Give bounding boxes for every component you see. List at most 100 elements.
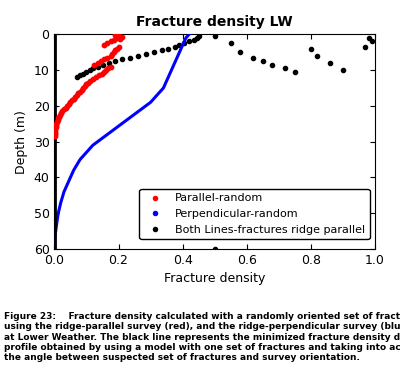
- Both Lines-fractures ridge parallel: [366, 35, 372, 41]
- Perpendicular-random: [129, 114, 134, 119]
- Both Lines-fractures ridge parallel: [194, 35, 200, 41]
- Parallel-random: [107, 64, 114, 70]
- Both Lines-fractures ridge parallel: [83, 69, 90, 75]
- Both Lines-fractures ridge parallel: [80, 70, 86, 77]
- Parallel-random: [52, 128, 58, 134]
- Parallel-random: [99, 70, 105, 77]
- Parallel-random: [67, 99, 74, 105]
- Both Lines-fractures ridge parallel: [308, 45, 314, 52]
- Parallel-random: [64, 103, 70, 109]
- Both Lines-fractures ridge parallel: [165, 45, 172, 52]
- Both Lines-fractures ridge parallel: [250, 55, 256, 61]
- Parallel-random: [112, 32, 118, 38]
- Parallel-random: [83, 81, 90, 87]
- Perpendicular-random: [119, 121, 124, 126]
- Parallel-random: [93, 74, 99, 80]
- Parallel-random: [55, 115, 62, 121]
- Parallel-random: [74, 92, 80, 98]
- Parallel-random: [115, 44, 122, 50]
- Parallel-random: [109, 51, 115, 57]
- Perpendicular-random: [171, 64, 176, 69]
- Perpendicular-random: [179, 46, 184, 51]
- Perpendicular-random: [71, 168, 76, 172]
- Both Lines-fractures ridge parallel: [74, 74, 80, 80]
- Perpendicular-random: [52, 239, 57, 244]
- Perpendicular-random: [164, 79, 169, 83]
- Parallel-random: [78, 87, 85, 93]
- Parallel-random: [104, 55, 110, 61]
- Parallel-random: [52, 130, 58, 136]
- Parallel-random: [85, 80, 91, 86]
- Perpendicular-random: [172, 60, 177, 65]
- Parallel-random: [91, 62, 98, 68]
- Both Lines-fractures ridge parallel: [282, 65, 288, 71]
- Both Lines-fractures ridge parallel: [237, 49, 244, 55]
- Parallel-random: [52, 131, 58, 137]
- Perpendicular-random: [161, 85, 166, 90]
- Perpendicular-random: [58, 200, 63, 205]
- Perpendicular-random: [78, 157, 82, 162]
- Parallel-random: [61, 106, 67, 112]
- Parallel-random: [52, 126, 58, 132]
- Parallel-random: [115, 33, 122, 39]
- Both Lines-fractures ridge parallel: [99, 62, 106, 68]
- Both Lines-fractures ridge parallel: [269, 62, 276, 68]
- Perpendicular-random: [155, 93, 160, 97]
- Parallel-random: [101, 69, 107, 75]
- Parallel-random: [54, 119, 60, 125]
- Parallel-random: [75, 90, 82, 96]
- Perpendicular-random: [182, 39, 187, 44]
- Parallel-random: [90, 76, 96, 82]
- Line: Perpendicular-random: Perpendicular-random: [55, 34, 189, 245]
- Parallel-random: [72, 94, 78, 100]
- Parallel-random: [52, 133, 58, 139]
- Perpendicular-random: [168, 71, 172, 76]
- Perpendicular-random: [100, 136, 105, 141]
- Both Lines-fractures ridge parallel: [126, 55, 133, 61]
- Both Lines-fractures ridge parallel: [260, 58, 266, 64]
- Parallel-random: [98, 58, 104, 64]
- Perpendicular-random: [53, 232, 58, 237]
- Perpendicular-random: [52, 243, 57, 248]
- Parallel-random: [103, 67, 110, 73]
- Both Lines-fractures ridge parallel: [77, 72, 83, 79]
- Legend: Parallel-random, Perpendicular-random, Both Lines-fractures ridge parallel: Parallel-random, Perpendicular-random, B…: [139, 189, 370, 239]
- Perpendicular-random: [184, 35, 188, 40]
- Parallel-random: [53, 121, 60, 127]
- Both Lines-fractures ridge parallel: [94, 64, 101, 70]
- Parallel-random: [105, 65, 112, 71]
- Parallel-random: [52, 124, 59, 131]
- Both Lines-fractures ridge parallel: [327, 60, 333, 66]
- Parallel-random: [59, 108, 66, 114]
- Parallel-random: [53, 122, 59, 129]
- Parallel-random: [58, 110, 64, 116]
- Both Lines-fractures ridge parallel: [151, 49, 157, 55]
- Parallel-random: [114, 45, 120, 52]
- Perpendicular-random: [52, 236, 57, 241]
- Both Lines-fractures ridge parallel: [112, 58, 118, 64]
- Perpendicular-random: [177, 50, 182, 55]
- Y-axis label: Depth (m): Depth (m): [15, 110, 28, 174]
- Parallel-random: [110, 49, 117, 55]
- Perpendicular-random: [138, 107, 143, 112]
- Perpendicular-random: [174, 57, 179, 62]
- Parallel-random: [101, 56, 107, 62]
- Perpendicular-random: [54, 221, 59, 226]
- Parallel-random: [101, 42, 107, 48]
- Parallel-random: [70, 95, 77, 102]
- Perpendicular-random: [90, 143, 95, 147]
- Parallel-random: [110, 37, 117, 43]
- Both Lines-fractures ridge parallel: [212, 33, 218, 39]
- Both Lines-fractures ridge parallel: [362, 44, 369, 50]
- Title: Fracture density LW: Fracture density LW: [136, 15, 293, 29]
- Both Lines-fractures ridge parallel: [172, 44, 178, 50]
- Both Lines-fractures ridge parallel: [134, 53, 141, 59]
- Parallel-random: [62, 105, 69, 111]
- Parallel-random: [82, 83, 88, 89]
- Perpendicular-random: [180, 43, 185, 47]
- Perpendicular-random: [110, 129, 114, 133]
- Perpendicular-random: [62, 189, 66, 194]
- Parallel-random: [107, 38, 114, 45]
- Parallel-random: [66, 101, 72, 107]
- Perpendicular-random: [53, 229, 58, 233]
